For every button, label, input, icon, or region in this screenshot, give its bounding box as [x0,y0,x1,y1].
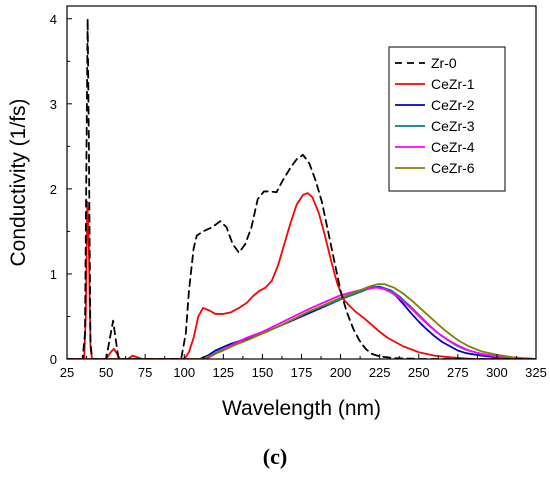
x-tick-label: 200 [330,365,352,380]
legend-box [388,46,506,192]
x-tick-label: 125 [212,365,234,380]
legend-label-cezr-2: CeZr-2 [431,97,475,113]
x-tick-label: 25 [60,365,74,380]
figure-caption: (c) [263,444,287,469]
x-axis-label: Wavelength (nm) [222,397,381,420]
y-tick-label: 0 [50,352,57,367]
y-tick-label: 1 [50,267,57,282]
legend-label-zr-0: Zr-0 [431,55,457,71]
series-line-cezr-4 [67,286,536,359]
legend-label-cezr-1: CeZr-1 [431,76,475,92]
x-tick-label: 275 [447,365,469,380]
x-tick-label: 175 [291,365,313,380]
series-line-cezr-1 [67,192,536,359]
legend-label-cezr-6: CeZr-6 [431,160,475,176]
legend-label-cezr-4: CeZr-4 [431,139,475,155]
x-tick-label: 225 [369,365,391,380]
x-tick-label: 300 [486,365,508,380]
y-tick-label: 3 [50,97,57,112]
series-line-zr-0 [67,17,536,359]
x-tick-label: 50 [99,365,113,380]
x-tick-label: 325 [525,365,547,380]
series-line-cezr-6 [67,283,536,359]
y-tick-label: 2 [50,182,57,197]
x-tick-label: 250 [408,365,430,380]
legend-label-cezr-3: CeZr-3 [431,118,475,134]
y-tick-label: 4 [50,12,57,27]
x-tick-label: 150 [252,365,274,380]
x-tick-label: 75 [138,365,152,380]
x-tick-label: 100 [173,365,195,380]
y-axis-label: Conductivity (1/fs) [7,98,30,266]
legend: Zr-0 CeZr-1 CeZr-2 CeZr-3 CeZr-4 CeZr-6 [388,46,506,192]
